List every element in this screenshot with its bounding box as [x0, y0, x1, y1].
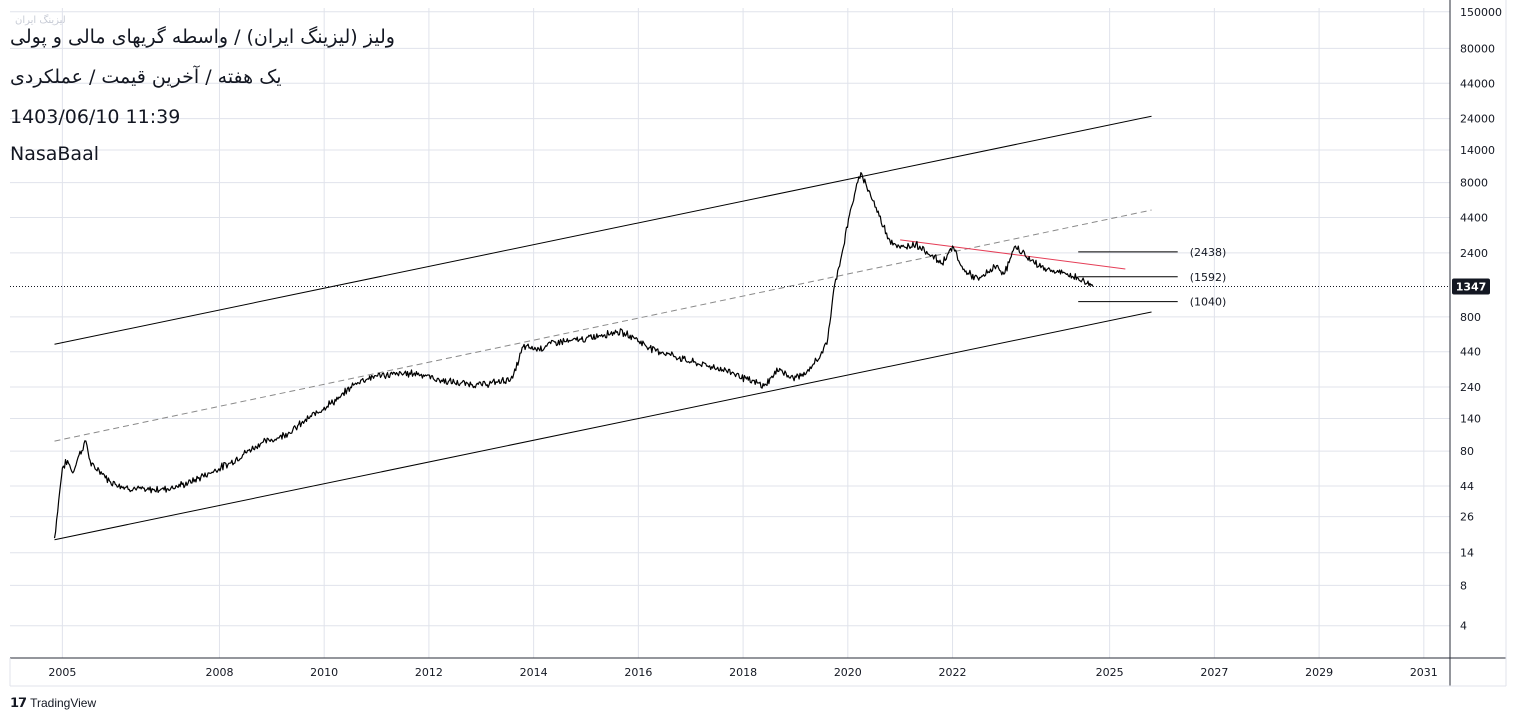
chart-datetime: 1403/06/10 11:39 — [10, 106, 181, 128]
level-label: (1592) — [1190, 271, 1227, 284]
y-tick-label: 24000 — [1460, 113, 1495, 126]
x-tick-label: 2020 — [834, 666, 862, 679]
watermark: لیزینگ ایران — [15, 14, 66, 26]
y-tick-label: 140 — [1460, 412, 1481, 425]
tradingview-logo-icon: 𝟭𝟳 — [10, 695, 27, 710]
lower-channel-line — [54, 311, 1152, 541]
x-tick-label: 2018 — [729, 666, 757, 679]
x-tick-label: 2031 — [1410, 666, 1438, 679]
last-price-badge[interactable] — [1452, 278, 1490, 295]
last-price-label: 1347 — [1456, 280, 1487, 293]
y-tick-label: 80 — [1460, 445, 1474, 458]
level-label: (2438) — [1190, 246, 1227, 259]
x-axis[interactable]: 2005 2008 2010 2012 2014 2016 2018 2020 2022 2025… — [48, 666, 1437, 679]
price-line — [53, 172, 1094, 539]
y-tick-label: 440 — [1460, 346, 1481, 359]
y-tick-label: 44 — [1460, 480, 1474, 493]
level-label: (1040) — [1190, 296, 1227, 309]
x-tick-label: 2005 — [48, 666, 76, 679]
x-tick-label: 2010 — [310, 666, 338, 679]
chart-title: ولیز (لیزینگ ایران) / واسطه گریهای مالی … — [10, 26, 395, 48]
y-tick-label: 2400 — [1460, 247, 1488, 260]
x-tick-label: 2014 — [520, 666, 548, 679]
y-tick-label: 150000 — [1460, 6, 1502, 19]
y-tick-label: 44000 — [1460, 77, 1495, 90]
y-tick-label: 4400 — [1460, 211, 1488, 224]
chart-subtitle: یک هفته / آخرین قیمت / عملکردی — [10, 66, 282, 88]
tradingview-logo-text: TradingView — [30, 696, 97, 710]
channel-lines — [54, 115, 1152, 541]
y-tick-label: 80000 — [1460, 42, 1495, 55]
downtrend-line — [900, 239, 1126, 270]
y-tick-label: 14000 — [1460, 144, 1495, 157]
plot-frame — [9, 0, 1507, 687]
y-axis[interactable]: 4 8 14 26 44 80 140 240 440 800 2400 4400 8000 14000 2… — [1452, 6, 1502, 633]
x-tick-label: 2022 — [939, 666, 967, 679]
x-tick-label: 2012 — [415, 666, 443, 679]
tradingview-logo[interactable]: 𝟭𝟳 TradingView — [10, 695, 96, 711]
upper-channel-line — [54, 115, 1152, 345]
y-tick-label: 800 — [1460, 311, 1481, 324]
x-tick-label: 2016 — [624, 666, 652, 679]
x-tick-label: 2029 — [1305, 666, 1333, 679]
y-tick-label: 8 — [1460, 579, 1467, 592]
chart-author: NasaBaal — [10, 143, 99, 165]
x-tick-label: 2008 — [205, 666, 233, 679]
y-tick-label: 26 — [1460, 511, 1474, 524]
x-tick-label: 2027 — [1200, 666, 1228, 679]
y-tick-label: 4 — [1460, 620, 1467, 633]
level-lines: (2438) (1592) (1040) — [10, 246, 1450, 309]
price-series-group — [53, 172, 1094, 539]
y-tick-label: 240 — [1460, 381, 1481, 394]
x-tick-label: 2025 — [1096, 666, 1124, 679]
y-tick-label: 8000 — [1460, 177, 1488, 190]
y-tick-label: 14 — [1460, 547, 1474, 560]
